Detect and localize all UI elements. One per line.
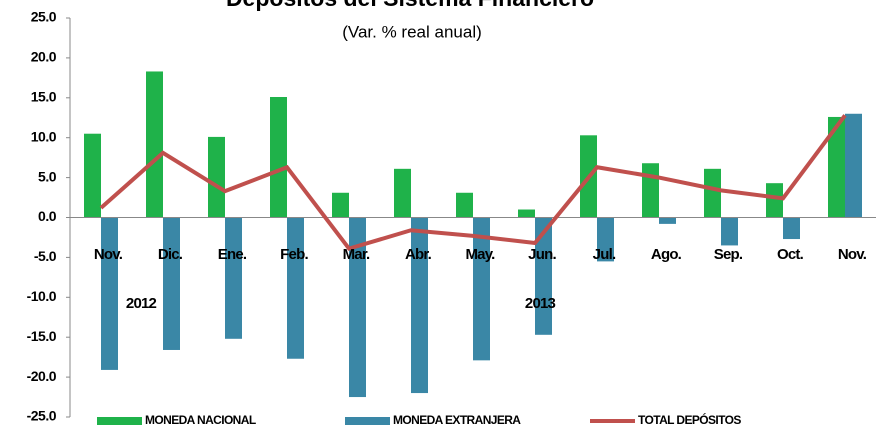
year-label: 2013 [525, 295, 556, 312]
x-tick-label: Oct. [777, 246, 804, 263]
legend-label: MONEDA NACIONAL [145, 413, 256, 427]
x-tick-label: Dic. [158, 246, 183, 263]
legend-label: TOTAL DEPÓSITOS [638, 412, 741, 427]
bar [349, 217, 366, 398]
y-tick-label: 0.0 [38, 208, 57, 224]
x-tick-label: Feb. [280, 246, 308, 263]
chart-title: Depósitos del Sistema Financiero [226, 0, 594, 11]
bar [473, 217, 490, 361]
legend-swatch [97, 417, 142, 425]
x-tick-label: May. [465, 246, 495, 263]
bar [659, 217, 676, 224]
bar [394, 168, 411, 218]
bar [270, 97, 287, 218]
x-tick-label: Jun. [528, 246, 556, 263]
x-tick-label: Nov. [94, 246, 123, 263]
y-tick-label: -20.0 [27, 368, 57, 384]
x-tick-label: Abr. [405, 246, 432, 263]
bar [642, 163, 659, 218]
bar [456, 192, 473, 218]
x-tick-label: Jul. [593, 246, 616, 263]
bar [146, 71, 163, 218]
bar [535, 217, 552, 335]
chart-subtitle: (Var. % real anual) [342, 22, 482, 41]
line [99, 114, 847, 251]
bar [845, 113, 862, 218]
bar [208, 136, 225, 218]
x-tick-label: Ago. [651, 246, 682, 263]
y-tick-label: -10.0 [27, 288, 57, 304]
x-tick-label: Mar. [343, 246, 370, 263]
y-tick-label: -5.0 [34, 248, 57, 264]
x-tick-label: Nov. [838, 246, 867, 263]
bar [721, 217, 738, 246]
x-tick-label: Sep. [714, 246, 743, 263]
bar [828, 116, 845, 218]
bar [704, 168, 721, 218]
y-tick-label: 10.0 [31, 128, 57, 144]
bar [101, 217, 118, 370]
year-label: 2012 [126, 295, 157, 312]
bar [518, 209, 535, 218]
bar [163, 217, 180, 350]
bar [783, 217, 800, 240]
bar [225, 217, 242, 339]
bar [332, 192, 349, 218]
x-tick-label: Ene. [218, 246, 247, 263]
legend-swatch [345, 417, 390, 425]
y-tick-label: 15.0 [31, 89, 57, 105]
bar [287, 217, 304, 359]
bar [766, 183, 783, 218]
y-tick-label: 25.0 [31, 9, 57, 25]
bar [411, 217, 428, 394]
y-tick-label: 5.0 [38, 168, 57, 184]
y-tick-label: 20.0 [31, 49, 57, 65]
y-tick-label: -15.0 [27, 328, 57, 344]
legend-label: MONEDA EXTRANJERA [393, 413, 521, 427]
bar [597, 217, 614, 262]
bar [84, 133, 101, 218]
y-tick-label: -25.0 [27, 408, 57, 424]
